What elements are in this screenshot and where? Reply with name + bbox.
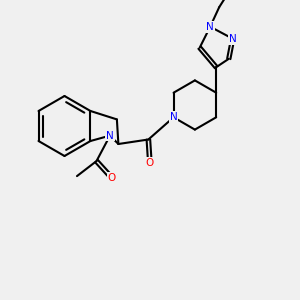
Text: N: N xyxy=(229,34,237,44)
Text: O: O xyxy=(146,158,154,168)
Text: N: N xyxy=(206,22,214,32)
Text: N: N xyxy=(170,112,178,122)
Text: N: N xyxy=(106,130,114,141)
Text: O: O xyxy=(107,172,116,183)
